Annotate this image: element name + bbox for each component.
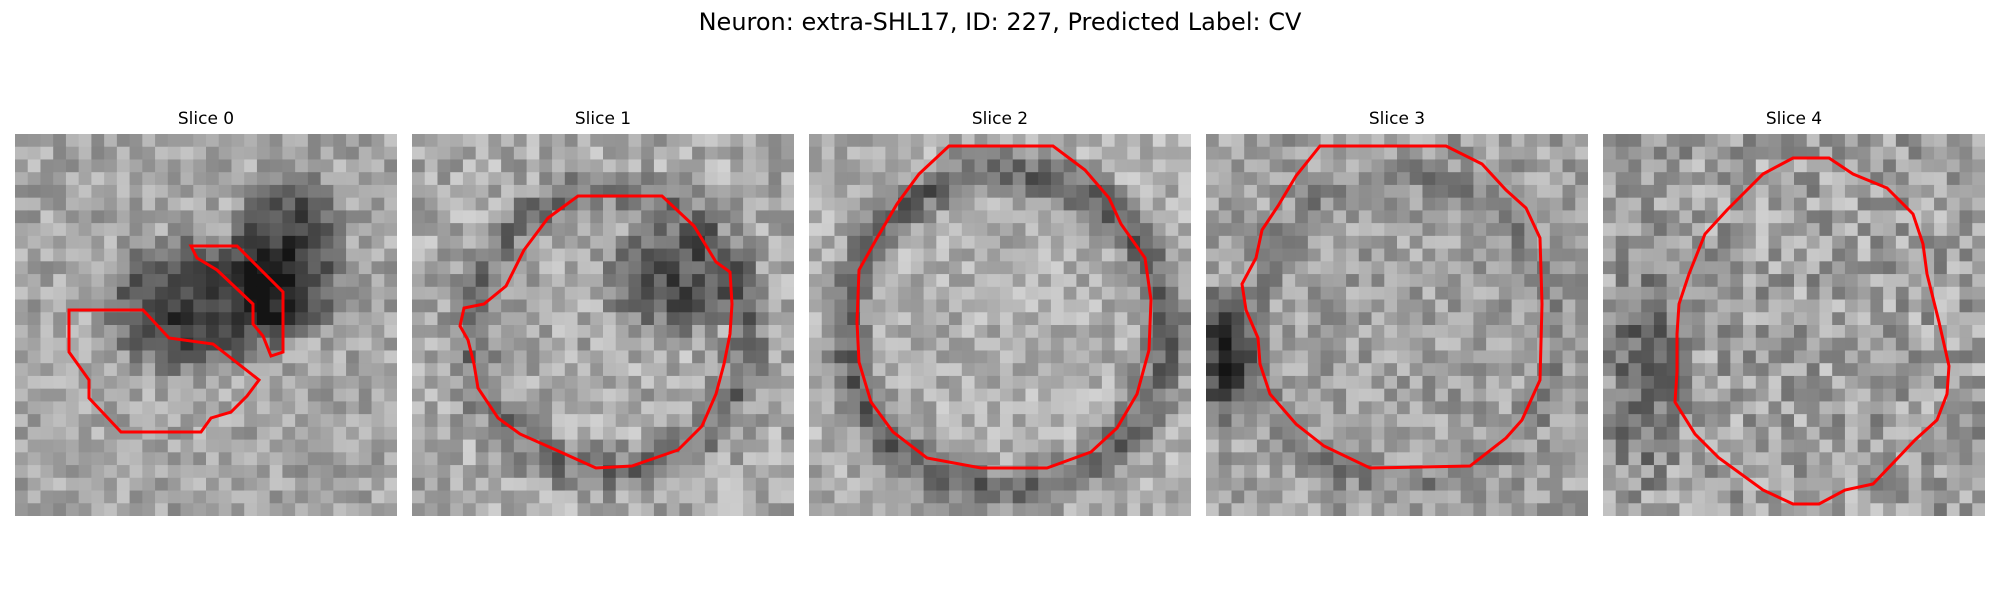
- slice-2-contour: [855, 144, 1153, 470]
- panel-title-slice-4: Slice 4: [1765, 109, 1823, 129]
- slice-0-contour: [67, 244, 285, 434]
- slice-1-image: [412, 134, 794, 516]
- panel-title-slice-3: Slice 3: [1368, 109, 1426, 129]
- slice-3-panel: [1206, 134, 1588, 516]
- panel-title-slice-0: Slice 0: [177, 109, 235, 129]
- slice-4-contour: [1673, 156, 1951, 506]
- panel-title-slice-1: Slice 1: [574, 109, 632, 129]
- slice-4-panel: [1603, 134, 1985, 516]
- slice-3-contour: [1240, 144, 1544, 470]
- slice-1-contour: [458, 194, 734, 470]
- figure-title: Neuron: extra-SHL17, ID: 227, Predicted …: [698, 8, 1302, 36]
- slice-1-panel: [412, 134, 794, 516]
- panel-title-slice-2: Slice 2: [971, 109, 1029, 129]
- slice-2-panel: [809, 134, 1191, 516]
- slice-4-image: [1603, 134, 1985, 516]
- slice-2-image: [809, 134, 1191, 516]
- slice-0-image: [15, 134, 397, 516]
- slice-3-image: [1206, 134, 1588, 516]
- slice-0-panel: [15, 134, 397, 516]
